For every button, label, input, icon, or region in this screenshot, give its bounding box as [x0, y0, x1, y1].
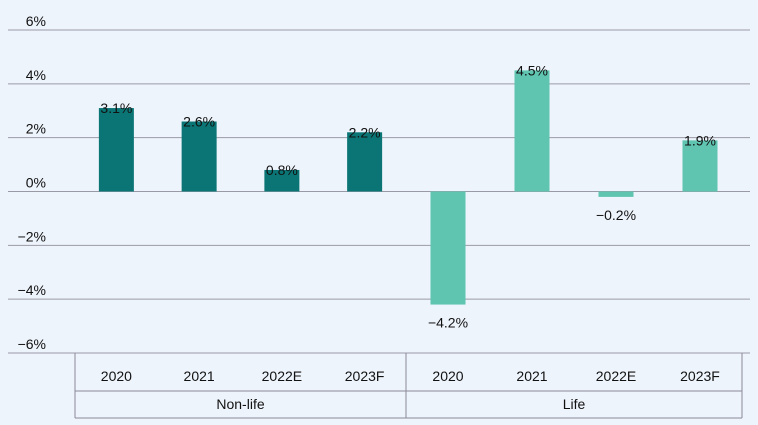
data-label: 2.6%	[183, 114, 215, 130]
y-tick-label: 2%	[26, 121, 46, 137]
bars	[98, 70, 718, 305]
y-tick-label: −2%	[18, 228, 46, 244]
bar-life-2020	[430, 191, 466, 305]
bar-non-life-2022e	[264, 169, 300, 192]
x-category-label: 2022E	[596, 368, 636, 384]
x-category-label: 2021	[184, 368, 215, 384]
data-label: 3.1%	[100, 100, 132, 116]
bar-life-2021	[514, 70, 550, 192]
bar-non-life-2021	[181, 121, 217, 192]
y-tick-label: −4%	[18, 282, 46, 298]
data-label: 0.8%	[266, 162, 298, 178]
bar-life-2023f	[682, 140, 718, 192]
y-axis-tick-labels: 6% 4% 2% 0% −2% −4% −6%	[18, 13, 46, 352]
x-axis: 2020 2021 2022E 2023F Non-life 2020 2021 2022E 2…	[74, 353, 743, 419]
y-tick-label: 4%	[26, 67, 46, 83]
data-label: −4.2%	[428, 315, 468, 331]
x-category-label: 2020	[101, 368, 132, 384]
x-group-label: Non-life	[216, 396, 264, 412]
x-category-label: 2023F	[345, 368, 385, 384]
x-category-label: 2020	[432, 368, 463, 384]
y-tick-label: 6%	[26, 13, 46, 29]
bar-non-life-2023f	[347, 132, 383, 192]
data-label: 2.2%	[349, 124, 381, 140]
y-tick-label: −6%	[18, 336, 46, 352]
data-label: 4.5%	[516, 62, 548, 78]
x-category-label: 2023F	[680, 368, 720, 384]
data-label: −0.2%	[596, 207, 636, 223]
data-labels: 3.1% 2.6% 0.8% 2.2% −4.2% 4.5% −0.2% 1.9%	[100, 62, 716, 330]
x-group-label: Life	[563, 396, 586, 412]
data-label: 1.9%	[684, 132, 716, 148]
y-tick-label: 0%	[26, 175, 46, 191]
x-category-label: 2022E	[262, 368, 302, 384]
bar-life-2022e	[598, 191, 634, 197]
x-category-label: 2021	[516, 368, 547, 384]
bar-non-life-2020	[98, 108, 134, 192]
